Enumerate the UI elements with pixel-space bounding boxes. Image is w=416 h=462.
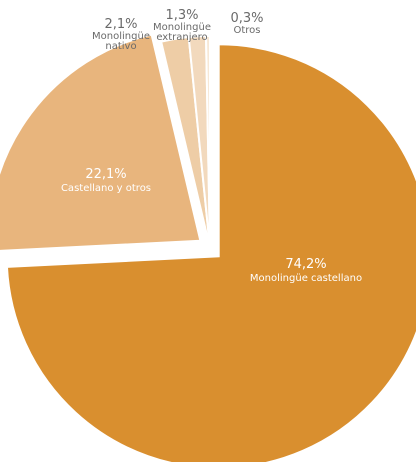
pie-slice-1 <box>5 43 416 462</box>
slice-name-label: Castellano y otros <box>61 183 151 194</box>
slice-name-label: Otros <box>233 25 260 36</box>
slice-value-label: 0,3% <box>230 11 263 26</box>
slice-value-label: 22,1% <box>85 167 126 182</box>
pie-slice-5 <box>204 34 211 249</box>
pie-slice-2 <box>0 33 202 252</box>
slice-name-label: Monolingüe castellano <box>250 273 362 284</box>
slice-value-label: 74,2% <box>285 257 326 272</box>
slice-name-label: nativo <box>105 41 136 52</box>
slice-value-label: 1,3% <box>165 8 198 23</box>
slice-name-label: Monolingüe <box>153 22 211 33</box>
slice-value-label: 2,1% <box>104 17 137 32</box>
slice-name-label: Monolingüe <box>92 31 150 42</box>
slice-name-label: extranjero <box>156 32 207 43</box>
